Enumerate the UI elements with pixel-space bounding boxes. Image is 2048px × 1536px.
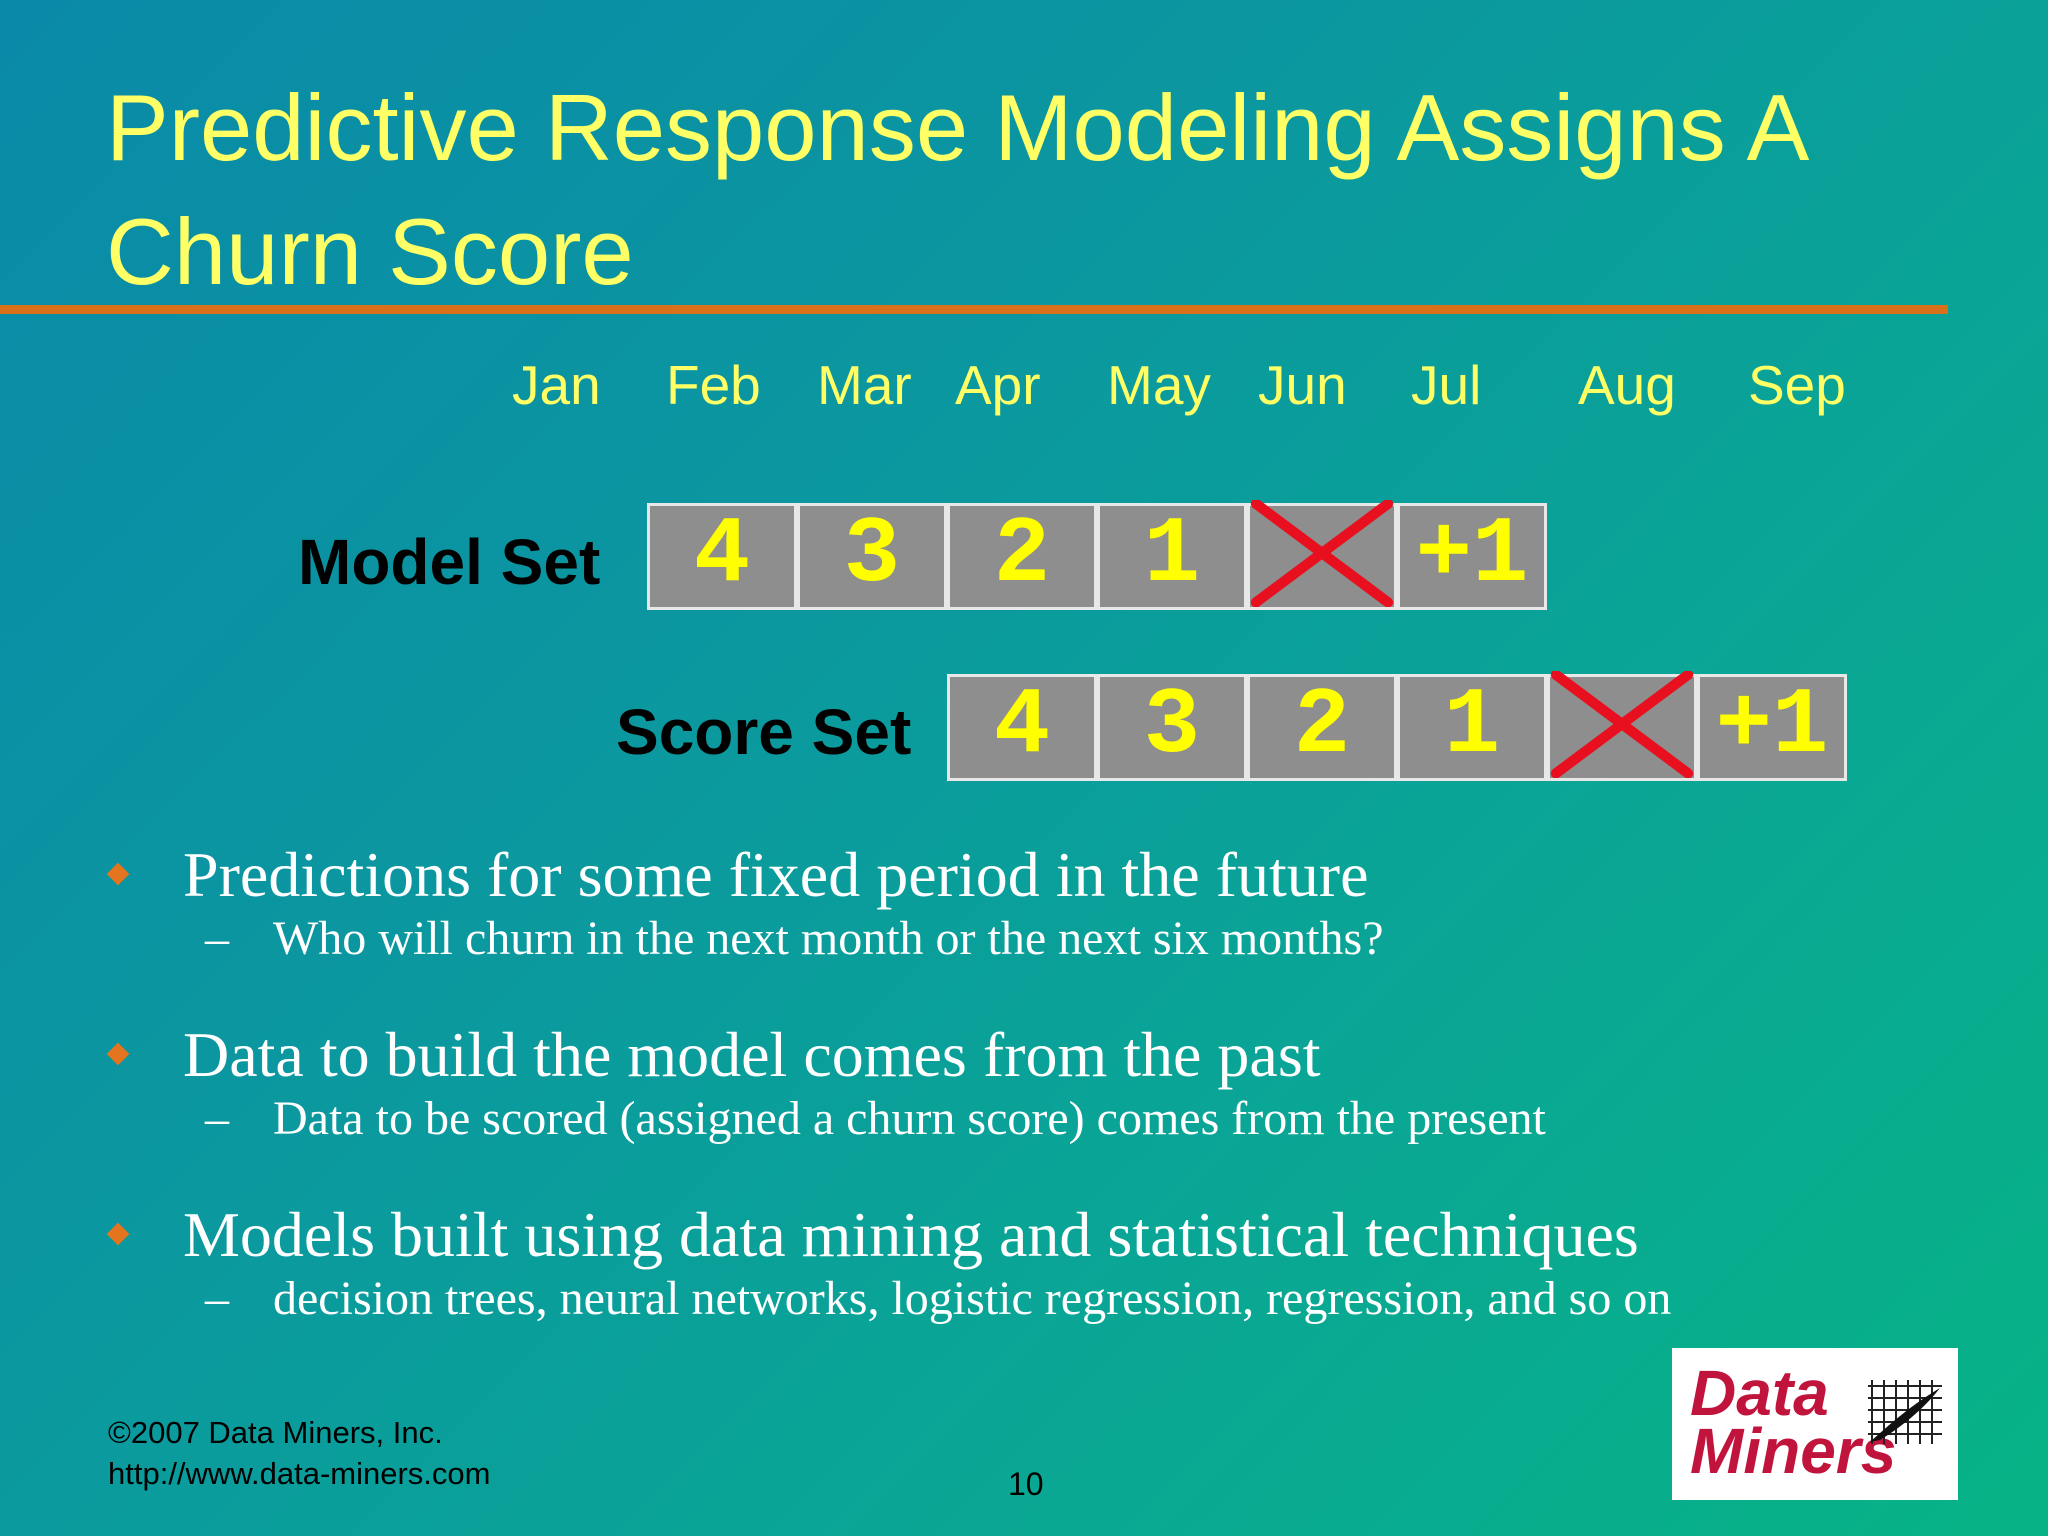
bullet-text: Models built using data mining and stati… xyxy=(183,1199,1639,1270)
sub-bullet-item: – Data to be scored (assigned a churn sc… xyxy=(106,1092,2006,1146)
month-jan: Jan xyxy=(512,354,601,416)
copyright-text: ©2007 Data Miners, Inc. xyxy=(108,1415,443,1450)
month-apr: Apr xyxy=(955,354,1041,416)
model-set-cell: 4 xyxy=(647,503,797,610)
month-mar: Mar xyxy=(817,354,912,416)
month-may: May xyxy=(1107,354,1211,416)
bullet-group: Data to build the model comes from the p… xyxy=(106,1018,2006,1146)
bullet-list: Predictions for some fixed period in the… xyxy=(106,838,2006,1378)
diamond-bullet-icon xyxy=(106,1042,130,1066)
model-set-cross-icon xyxy=(1250,500,1394,607)
bullet-text: Predictions for some fixed period in the… xyxy=(183,839,1369,910)
month-sep: Sep xyxy=(1748,354,1846,416)
month-aug: Aug xyxy=(1578,354,1676,416)
diamond-bullet-icon xyxy=(106,862,130,886)
month-jun: Jun xyxy=(1258,354,1347,416)
logo-line-1: Data xyxy=(1690,1357,1829,1429)
score-set-cell: 2 xyxy=(1247,674,1397,781)
bullet-item: Data to build the model comes from the p… xyxy=(106,1018,2006,1092)
model-set-cell: 3 xyxy=(797,503,947,610)
slide-title: Predictive Response Modeling Assigns A C… xyxy=(106,75,1805,304)
sub-bullet-text: Data to be scored (assigned a churn scor… xyxy=(273,1092,1546,1145)
bullet-text: Data to build the model comes from the p… xyxy=(183,1019,1321,1090)
logo-text: Data Miners xyxy=(1690,1357,1897,1487)
score-set-cell: +1 xyxy=(1697,674,1847,781)
logo-line-2: Miners xyxy=(1690,1415,1897,1487)
dash-bullet-icon: – xyxy=(205,912,229,965)
score-set-cell: 1 xyxy=(1397,674,1547,781)
model-set-cell: 2 xyxy=(947,503,1097,610)
sub-bullet-text: decision trees, neural networks, logisti… xyxy=(273,1272,1672,1325)
bullet-item: Models built using data mining and stati… xyxy=(106,1198,2006,1272)
sub-bullet-text: Who will churn in the next month or the … xyxy=(273,912,1384,965)
score-set-cell: 3 xyxy=(1097,674,1247,781)
model-set-cell: +1 xyxy=(1397,503,1547,610)
title-divider xyxy=(0,305,1948,314)
month-jul: Jul xyxy=(1411,354,1482,416)
model-set-cell: 1 xyxy=(1097,503,1247,610)
bullet-group: Models built using data mining and stati… xyxy=(106,1198,2006,1326)
sub-bullet-item: – decision trees, neural networks, logis… xyxy=(106,1272,2006,1326)
score-set-cross-icon xyxy=(1550,671,1694,778)
bullet-group: Predictions for some fixed period in the… xyxy=(106,838,2006,966)
diamond-bullet-icon xyxy=(106,1222,130,1246)
bullet-item: Predictions for some fixed period in the… xyxy=(106,838,2006,912)
footer: ©2007 Data Miners, Inc. http://www.data-… xyxy=(108,1412,490,1494)
dash-bullet-icon: – xyxy=(205,1272,229,1325)
data-miners-logo: Data Miners xyxy=(1672,1348,1958,1500)
model-set-label: Model Set xyxy=(298,526,601,598)
score-set-cell: 4 xyxy=(947,674,1097,781)
page-number: 10 xyxy=(1008,1466,1044,1502)
sub-bullet-item: – Who will churn in the next month or th… xyxy=(106,912,2006,966)
month-feb: Feb xyxy=(666,354,761,416)
dash-bullet-icon: – xyxy=(205,1092,229,1145)
grid-feather-icon xyxy=(1868,1380,1942,1444)
footer-url[interactable]: http://www.data-miners.com xyxy=(108,1456,491,1491)
score-set-label: Score Set xyxy=(616,696,912,768)
